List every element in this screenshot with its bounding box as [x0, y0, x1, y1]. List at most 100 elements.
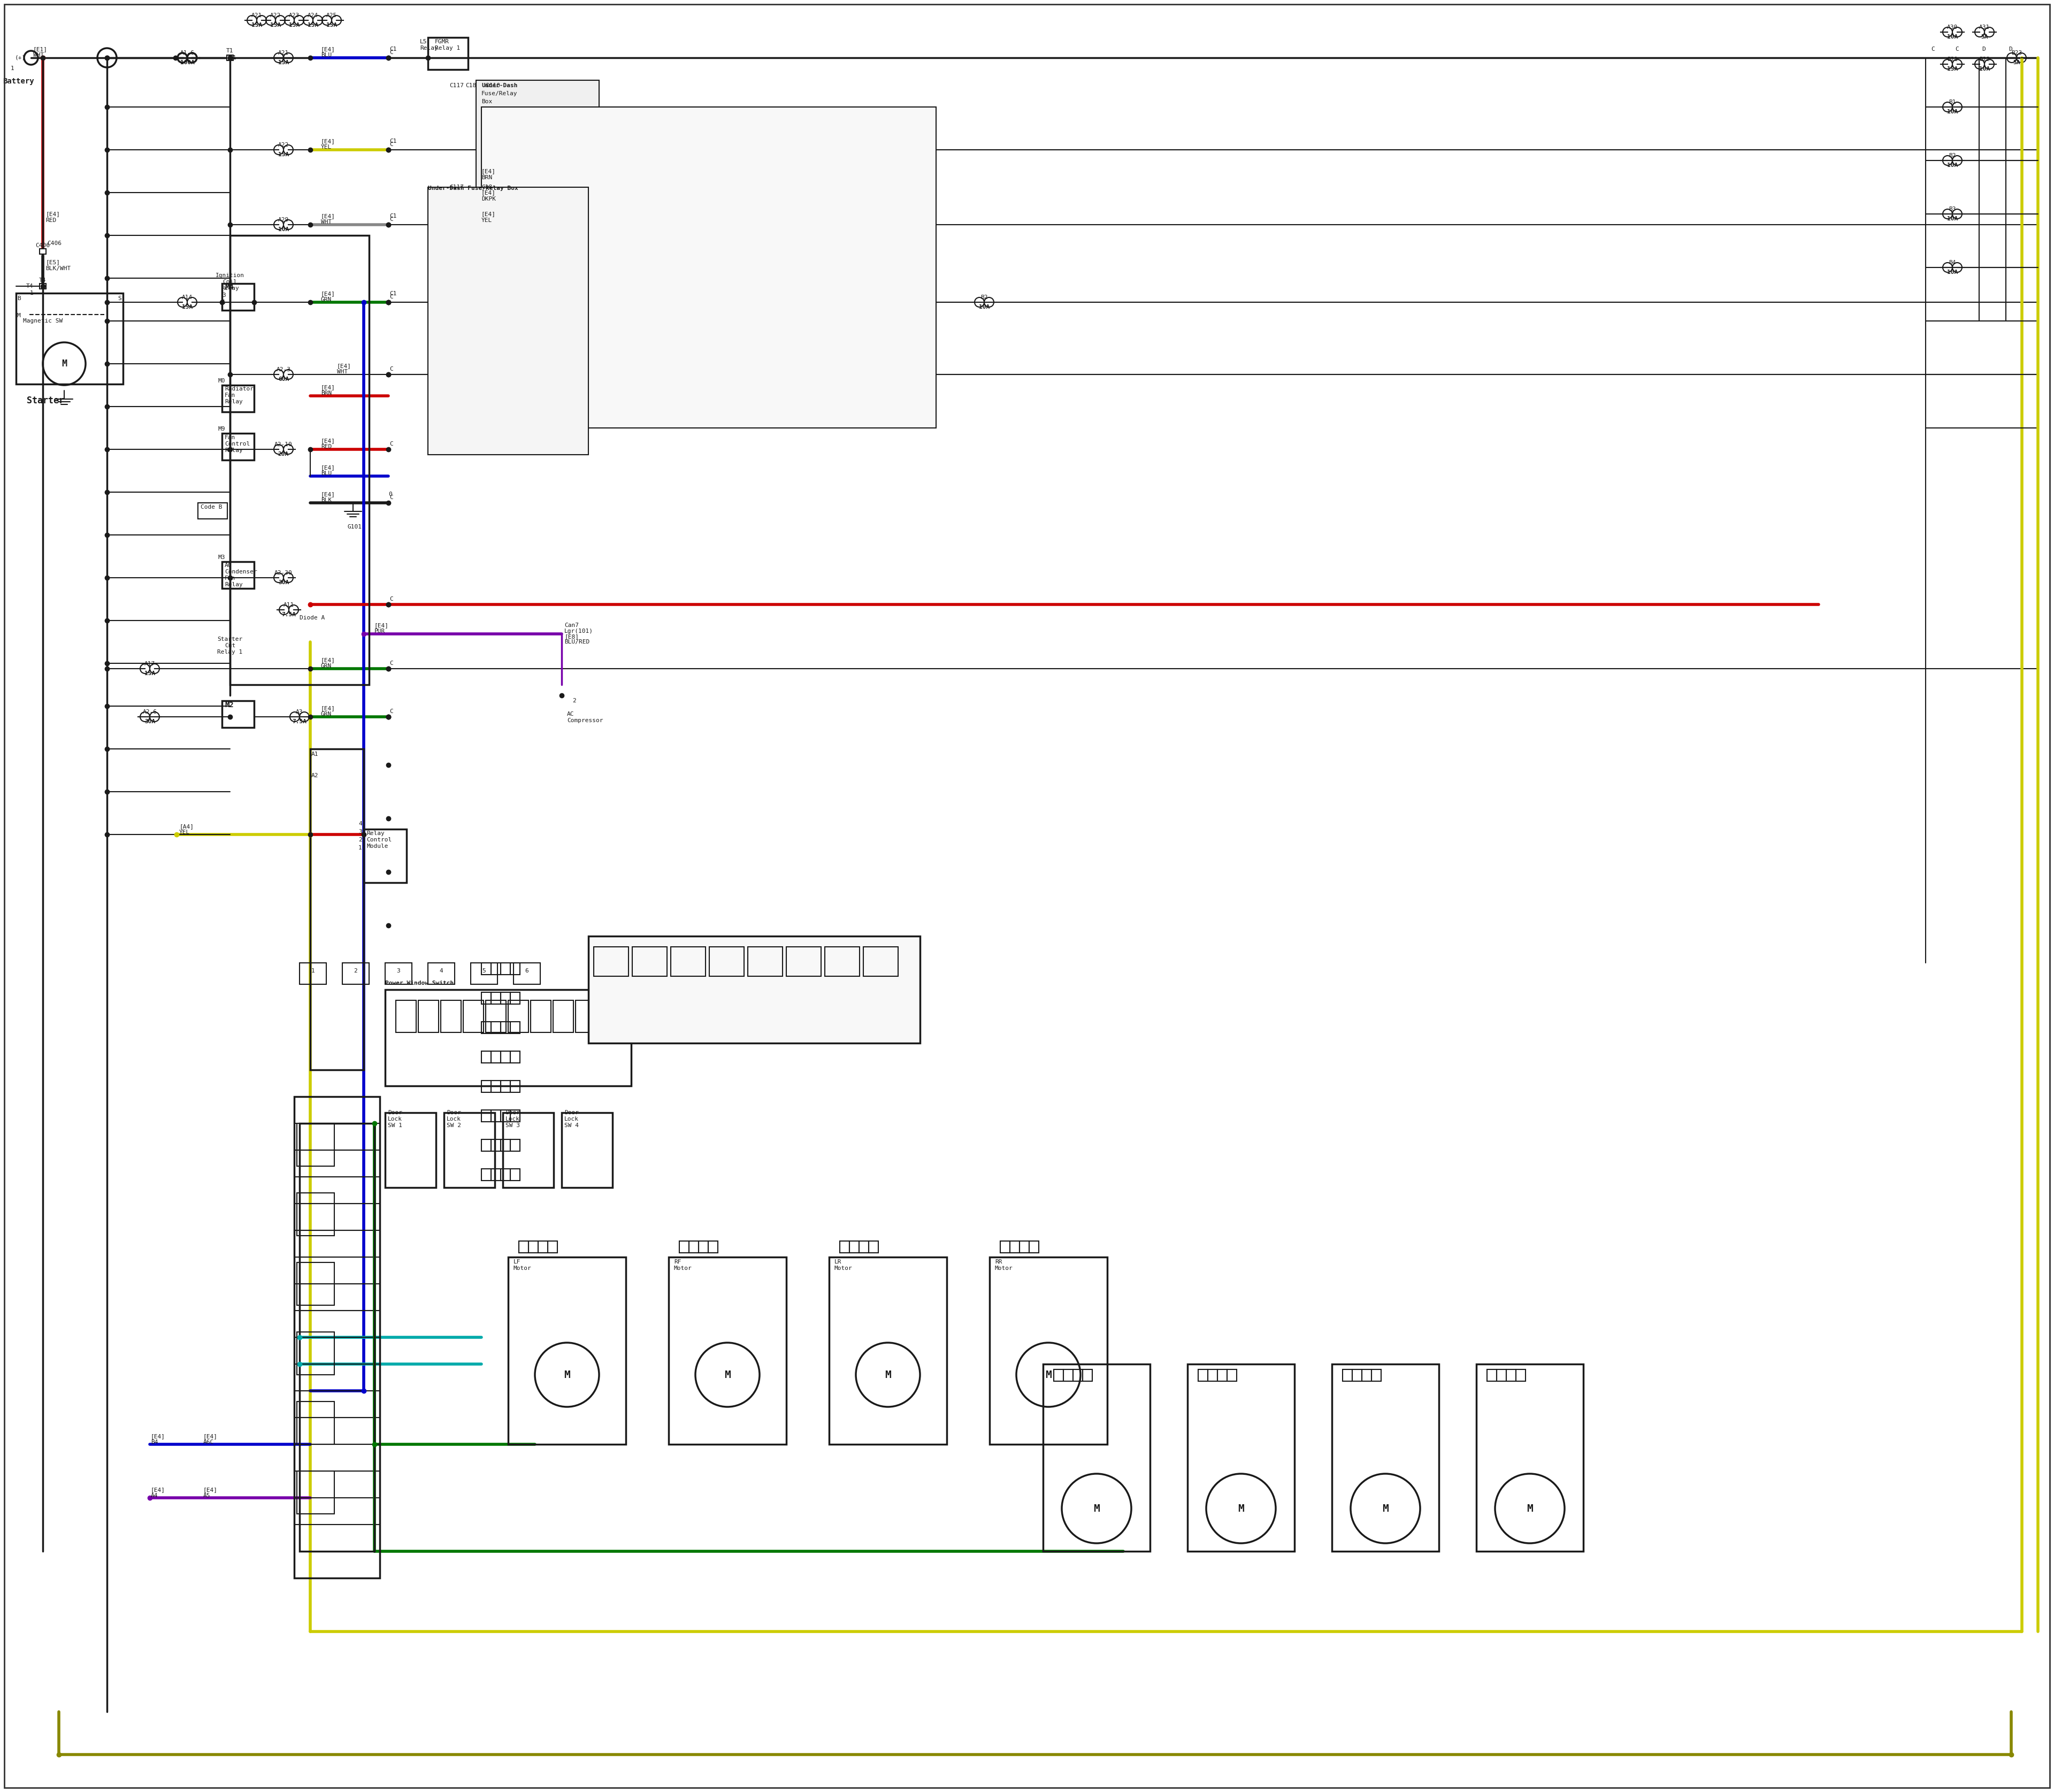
Bar: [1343, 1369, 1352, 1382]
Text: 15A: 15A: [144, 670, 156, 676]
Text: 10A: 10A: [1947, 269, 1957, 274]
Text: M: M: [1382, 1503, 1389, 1514]
Text: [E5]: [E5]: [45, 260, 60, 265]
Bar: [481, 108, 937, 428]
Text: C: C: [390, 294, 392, 299]
Bar: [427, 186, 587, 455]
Text: Starter: Starter: [27, 396, 64, 405]
Text: 10A: 10A: [1980, 66, 1990, 72]
Text: C1: C1: [390, 290, 396, 296]
Text: [E4]: [E4]: [150, 1487, 164, 1493]
Bar: [688, 1242, 698, 1253]
Text: Coil: Coil: [222, 280, 236, 285]
Text: WHT: WHT: [33, 52, 43, 57]
Text: [E4]: [E4]: [320, 213, 335, 219]
Text: 15A: 15A: [308, 23, 318, 29]
Text: Relay: Relay: [222, 285, 238, 290]
Bar: [222, 701, 255, 728]
Text: BLU: BLU: [320, 52, 333, 57]
Text: A17: A17: [144, 661, 156, 667]
Text: 15A: 15A: [269, 23, 281, 29]
Bar: [481, 993, 491, 1004]
Bar: [670, 1256, 787, 1444]
Text: Door
Lock
SW 3: Door Lock SW 3: [505, 1111, 520, 1127]
Bar: [509, 1168, 520, 1181]
Text: [E1]: [E1]: [33, 47, 47, 52]
Text: D: D: [2009, 47, 2013, 52]
Bar: [470, 962, 497, 984]
Text: Relay 1: Relay 1: [435, 45, 460, 50]
Bar: [1064, 1369, 1072, 1382]
Bar: [509, 993, 520, 1004]
Text: T4: T4: [27, 283, 33, 289]
Bar: [464, 1000, 483, 1032]
Text: [A4]: [A4]: [179, 824, 193, 830]
Bar: [575, 1000, 596, 1032]
Text: 7.5A: 7.5A: [281, 611, 296, 616]
Text: 10A: 10A: [1947, 34, 1957, 39]
Bar: [1011, 1242, 1019, 1253]
Text: C: C: [1955, 47, 1960, 52]
Bar: [39, 249, 45, 254]
Text: L5: L5: [419, 39, 427, 45]
Bar: [491, 1168, 501, 1181]
Text: 15A: 15A: [327, 23, 337, 29]
Text: [E4]: [E4]: [481, 211, 495, 217]
Text: [E4]: [E4]: [203, 1434, 218, 1439]
Text: YEL: YEL: [320, 145, 333, 151]
Text: Power Window Switch: Power Window Switch: [386, 980, 454, 986]
Text: M: M: [1239, 1503, 1245, 1514]
Text: C: C: [390, 142, 392, 147]
Text: Code B: Code B: [201, 504, 222, 509]
Text: Condenser: Condenser: [224, 570, 257, 575]
Text: 60A: 60A: [277, 376, 290, 382]
Bar: [16, 294, 123, 383]
Bar: [501, 993, 509, 1004]
Bar: [501, 962, 509, 975]
Bar: [528, 1242, 538, 1253]
Bar: [990, 1256, 1107, 1444]
Text: 15A: 15A: [277, 152, 290, 158]
Text: Module: Module: [366, 844, 388, 849]
Text: A30: A30: [1947, 25, 1957, 30]
Text: 3: 3: [222, 292, 226, 297]
Text: M4: M4: [224, 283, 234, 290]
Text: [E4]: [E4]: [320, 491, 335, 496]
Text: Battery: Battery: [2, 77, 35, 84]
Text: GRN: GRN: [320, 663, 333, 668]
Text: FGMR: FGMR: [435, 39, 450, 45]
Text: C406: C406: [47, 240, 62, 246]
Bar: [222, 434, 255, 461]
Bar: [298, 1193, 335, 1236]
Bar: [1218, 1369, 1226, 1382]
Text: [E4]: [E4]: [320, 437, 335, 443]
Text: A25: A25: [327, 13, 337, 18]
Text: Relay: Relay: [419, 45, 438, 50]
Text: [E4]: [E4]: [320, 706, 335, 711]
Text: RR
Motor: RR Motor: [994, 1260, 1013, 1271]
Text: 100A: 100A: [181, 59, 195, 65]
Bar: [1072, 1369, 1082, 1382]
Bar: [501, 1081, 509, 1093]
Text: [E4]: [E4]: [337, 364, 351, 369]
Text: B22: B22: [1980, 57, 1990, 63]
Bar: [491, 1081, 501, 1093]
Bar: [491, 1109, 501, 1122]
Bar: [298, 1124, 335, 1167]
Text: 2: 2: [573, 699, 575, 704]
Text: AC
Compressor: AC Compressor: [567, 711, 604, 722]
Text: B4: B4: [150, 1439, 158, 1444]
Bar: [633, 946, 668, 977]
Bar: [300, 1124, 374, 1552]
Text: Radiator: Radiator: [224, 387, 253, 392]
Bar: [386, 1113, 435, 1188]
Text: [E4]: [E4]: [203, 1487, 218, 1493]
Text: Under-Dash: Under-Dash: [481, 82, 518, 88]
Text: [E4]: [E4]: [45, 211, 60, 217]
Text: C1: C1: [390, 138, 396, 143]
Text: 30A: 30A: [277, 581, 290, 586]
Bar: [481, 962, 491, 975]
Bar: [343, 962, 370, 984]
Text: M3: M3: [218, 556, 226, 561]
Text: 6: 6: [526, 968, 528, 973]
